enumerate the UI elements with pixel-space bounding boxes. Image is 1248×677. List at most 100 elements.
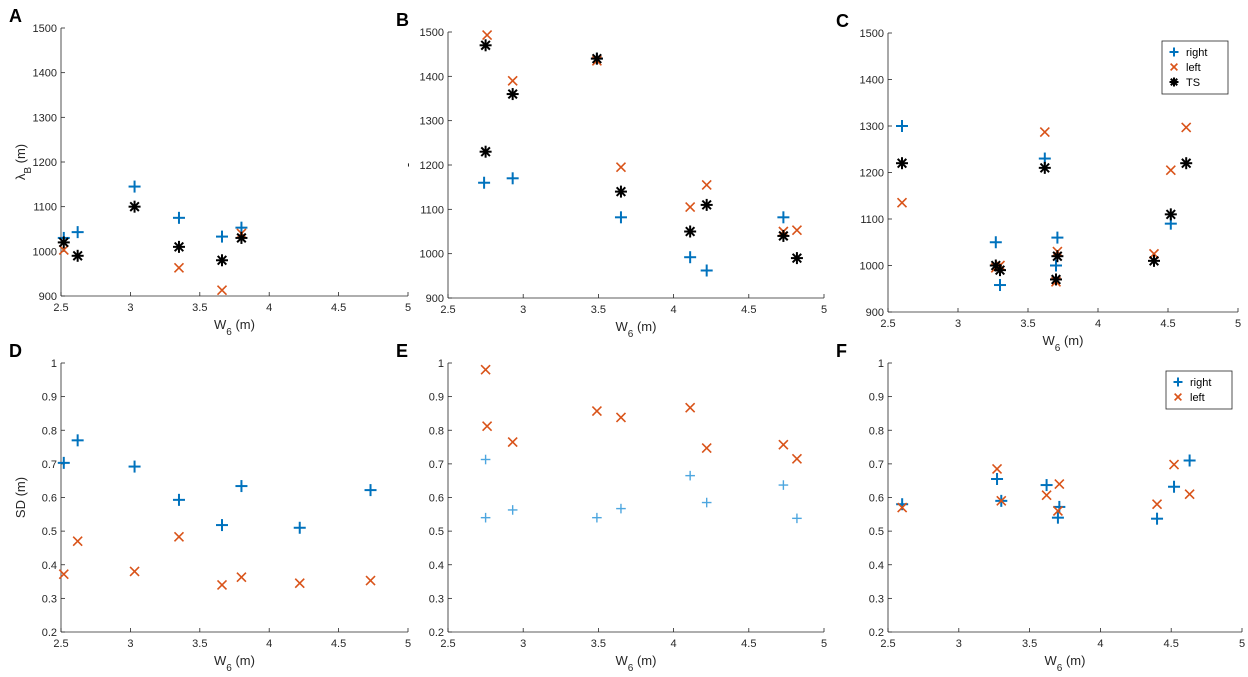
data-point-left xyxy=(365,575,376,586)
data-point-ts xyxy=(216,254,229,267)
x-tick-label: 2.5 xyxy=(880,318,895,330)
y-axis-label: λB (m) xyxy=(13,144,34,180)
data-point-left xyxy=(996,495,1007,506)
series-left xyxy=(896,122,1192,287)
y-tick-label: 1 xyxy=(878,358,884,370)
y-tick-label: 0.4 xyxy=(429,560,444,572)
data-point-ts xyxy=(172,240,185,253)
y-tick-label: 0.4 xyxy=(42,560,57,572)
data-point-right xyxy=(235,221,248,234)
x-tick-label: 4 xyxy=(266,638,272,650)
x-tick-label: 2.5 xyxy=(880,638,895,650)
panel-label-f: F xyxy=(836,341,847,361)
y-tick-label: 1 xyxy=(438,358,444,370)
data-point-ts xyxy=(1148,254,1160,267)
y-tick-label: 1500 xyxy=(420,27,444,39)
y-tick-label: 0.2 xyxy=(869,627,884,639)
x-axis-label: W6 (m) xyxy=(214,317,255,338)
data-point-left xyxy=(701,179,712,191)
series-ts xyxy=(896,157,1193,286)
y-tick-label: 0.4 xyxy=(869,560,884,572)
data-point-right xyxy=(1151,512,1164,525)
series-left xyxy=(58,531,376,590)
y-tick-label: 900 xyxy=(39,291,57,303)
x-axis-label: W6 (m) xyxy=(616,653,657,674)
y-axis-label: - xyxy=(400,163,415,167)
x-tick-label: 3 xyxy=(520,304,526,316)
x-tick-label: 3 xyxy=(127,638,133,650)
data-point-ts xyxy=(700,198,713,211)
data-point-left xyxy=(72,536,83,547)
data-point-left xyxy=(897,502,908,513)
data-point-left xyxy=(778,439,789,450)
data-point-ts xyxy=(71,249,84,262)
data-point-left xyxy=(507,75,518,86)
data-point-right xyxy=(684,251,697,264)
data-point-right xyxy=(293,521,306,534)
y-tick-label: 0.9 xyxy=(42,392,57,404)
legend-box xyxy=(1165,370,1233,410)
y-tick-label: 1300 xyxy=(860,121,884,133)
panel-label-e: E xyxy=(396,341,408,361)
data-point-ts xyxy=(1051,250,1064,263)
data-point-ts xyxy=(1164,208,1177,221)
data-point-ts xyxy=(1038,161,1051,174)
data-point-right xyxy=(216,519,229,532)
x-tick-label: 3.5 xyxy=(591,638,606,650)
data-point-left xyxy=(216,579,228,590)
x-tick-label: 4.5 xyxy=(1160,318,1175,330)
y-tick-label: 0.2 xyxy=(429,627,444,639)
legend-label-ts: TS xyxy=(1186,77,1200,89)
data-point-ts xyxy=(235,231,248,244)
y-tick-label: 1000 xyxy=(33,246,57,258)
data-point-right xyxy=(235,480,248,493)
y-tick-label: 0.8 xyxy=(869,425,884,437)
y-tick-label: 1200 xyxy=(33,157,57,169)
x-tick-label: 4.5 xyxy=(741,638,756,650)
series-right xyxy=(896,120,1177,292)
panel-label-d: D xyxy=(9,341,22,361)
y-tick-label: 1000 xyxy=(420,249,444,261)
data-point-left xyxy=(791,453,802,464)
data-point-left xyxy=(701,443,712,454)
series-ts xyxy=(479,39,803,265)
data-point-left xyxy=(791,225,802,236)
data-point-left xyxy=(1165,165,1176,176)
data-point-right xyxy=(792,513,802,524)
legend-marker-left xyxy=(1174,393,1182,401)
x-tick-label: 4.5 xyxy=(331,638,346,650)
data-point-right xyxy=(71,226,84,239)
data-point-ts xyxy=(614,185,627,198)
data-point-left xyxy=(480,364,491,375)
y-tick-label: 0.7 xyxy=(42,459,57,471)
y-tick-label: 1300 xyxy=(33,112,57,124)
data-point-right xyxy=(989,236,1002,249)
data-point-right xyxy=(480,454,491,465)
legend-label-right: right xyxy=(1186,47,1207,59)
panel-e: 2.5 3 3.5 4 4.5 5 0.2 0.3 0.4 0.5 0.6 0.7 0.8 0.9 1 W6 … xyxy=(396,341,827,674)
y-tick-label: 1500 xyxy=(860,28,884,40)
data-point-ts xyxy=(590,52,603,65)
data-point-right xyxy=(506,172,519,185)
x-tick-label: 2.5 xyxy=(440,638,455,650)
data-point-left xyxy=(129,566,140,577)
panel-label-a: A xyxy=(9,6,22,26)
data-point-ts xyxy=(896,157,908,170)
data-point-right xyxy=(777,211,790,224)
legend-marker-right xyxy=(1173,377,1183,387)
y-tick-label: 1200 xyxy=(860,168,884,180)
data-point-right xyxy=(616,503,626,514)
data-point-ts xyxy=(684,225,697,238)
data-point-left xyxy=(173,262,185,273)
data-point-left xyxy=(1184,489,1195,500)
y-tick-label: 0.6 xyxy=(869,493,884,505)
data-point-left xyxy=(482,421,493,432)
legend: right left xyxy=(1165,370,1233,410)
y-tick-label: 1200 xyxy=(420,160,444,172)
data-point-left xyxy=(1181,122,1192,133)
panel-b: 2.5 3 3.5 4 4.5 5 900 1000 1100 1200 1300 1400 1500 W… xyxy=(396,10,827,340)
data-point-left xyxy=(685,202,696,213)
data-point-left xyxy=(896,197,908,208)
x-tick-label: 5 xyxy=(1235,318,1241,330)
